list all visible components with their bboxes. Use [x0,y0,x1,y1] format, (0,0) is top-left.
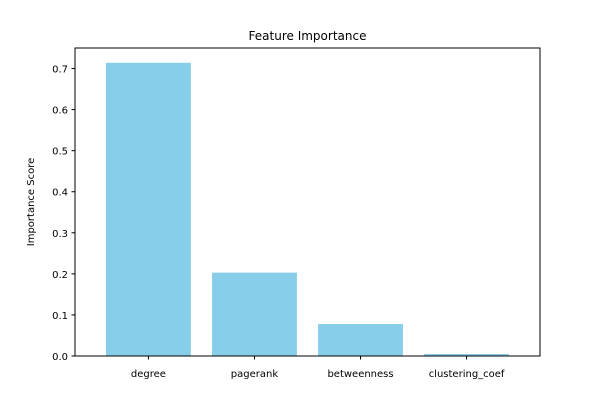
ticks-layer: degree pagerank betweenness clustering_coef… [52,65,505,380]
y-tick-label: 0.6 [52,106,68,117]
bar-clustering-coef [424,353,509,356]
plot-frame [74,47,541,357]
y-tick-label: 0.1 [52,311,68,322]
bar-degree [106,62,191,356]
bar-pagerank [212,272,297,356]
x-tick-label: clustering_coef [429,369,505,380]
y-tick-label: 0.0 [52,352,68,363]
x-tick-label: betweenness [327,369,393,380]
y-axis-label: Importance Score [26,158,37,247]
x-tick-label: pagerank [231,369,279,380]
y-tick-label: 0.7 [52,65,68,76]
y-tick-label: 0.5 [52,147,68,158]
y-tick-label: 0.3 [52,229,68,240]
bars-layer [106,62,509,356]
bar-betweenness [318,323,403,356]
chart-title: Feature Importance [249,29,367,43]
y-tick-label: 0.4 [52,188,68,199]
y-tick-label: 0.2 [52,270,68,281]
x-tick-label: degree [131,369,166,380]
